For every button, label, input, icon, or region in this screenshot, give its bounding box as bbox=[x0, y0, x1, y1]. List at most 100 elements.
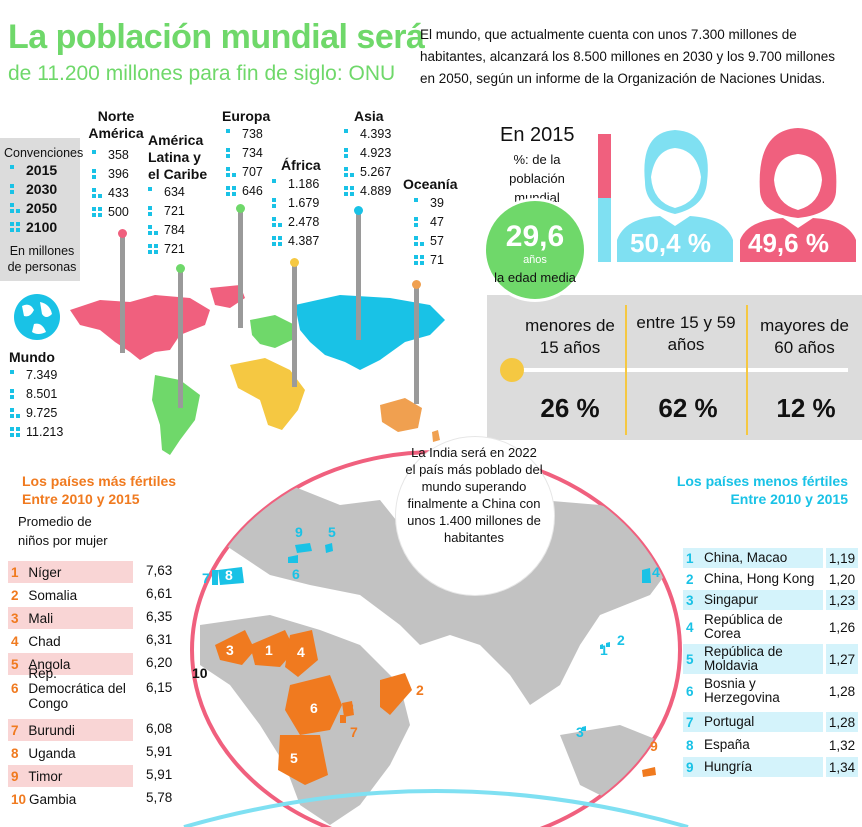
map-portugal bbox=[212, 570, 218, 585]
map-mali bbox=[215, 630, 255, 665]
fertile-title: Los países más fértiles bbox=[22, 473, 177, 489]
icon-3-squares bbox=[10, 408, 21, 419]
least-fertile-value: 1,26 bbox=[828, 619, 856, 635]
female-pct: 49,6 % bbox=[748, 228, 829, 258]
dot-america-latina bbox=[176, 264, 185, 273]
age-group-pct-3: 12 % bbox=[776, 393, 836, 423]
intro-text: El mundo, que actualmente cuenta con uno… bbox=[420, 27, 836, 86]
fertile-value: 6,15 bbox=[146, 680, 173, 695]
map-marker-6: 6 bbox=[310, 700, 318, 716]
icon-3-squares bbox=[148, 225, 159, 236]
map-marker-9: 9 bbox=[650, 738, 658, 754]
fertile-rank: 10 bbox=[11, 791, 27, 807]
least-fertile-row: 9 Hungría bbox=[683, 757, 823, 777]
age-group-label-2: entre 15 y 59 años bbox=[636, 313, 736, 354]
fertile-value: 6,08 bbox=[146, 721, 173, 736]
year-2015: 2015 bbox=[26, 162, 58, 178]
icon-2-squares bbox=[226, 148, 237, 159]
least-fertile-rank: 8 bbox=[686, 737, 694, 753]
least-fertile-country: República de Corea bbox=[704, 612, 783, 641]
map-timor bbox=[642, 767, 656, 777]
icon-2-squares bbox=[148, 206, 159, 217]
fertile-row: 4 Chad bbox=[8, 630, 133, 652]
icon-1-square bbox=[10, 370, 21, 381]
map-marker-least-8: 8 bbox=[225, 567, 233, 583]
fertile-row: 3 Mali bbox=[8, 607, 133, 629]
fertile-country: Gambia bbox=[29, 791, 77, 807]
icon-3-squares bbox=[10, 203, 21, 214]
as-2030: 4.923 bbox=[360, 146, 392, 160]
fertile-rank: 1 bbox=[11, 564, 19, 580]
map-korea bbox=[642, 568, 651, 583]
icon-1-square bbox=[272, 179, 283, 190]
map-bosnia bbox=[288, 555, 298, 563]
map-marker-5: 5 bbox=[290, 750, 298, 766]
pin-norte-america bbox=[120, 233, 125, 353]
mu-2100: 11.213 bbox=[26, 425, 64, 439]
fertile-row: 9 Timor bbox=[8, 765, 133, 787]
fertile-rank: 9 bbox=[11, 768, 19, 784]
icon-2-squares bbox=[10, 389, 21, 400]
least-fertile-value: 1,32 bbox=[828, 737, 856, 753]
icon-4-squares bbox=[10, 427, 21, 438]
icon-4-squares bbox=[414, 255, 425, 266]
region-name-mundo: Mundo bbox=[9, 349, 55, 365]
median-age-circle bbox=[483, 198, 587, 302]
map-niger bbox=[250, 630, 295, 667]
least-fertile-value: 1,23 bbox=[826, 590, 858, 610]
fertile-country: Burundi bbox=[28, 722, 75, 738]
median-age-label: la edad media bbox=[494, 270, 576, 285]
least-fertile-country: Singapur bbox=[704, 592, 759, 607]
fertile-rank: 5 bbox=[11, 656, 19, 672]
map-marker-4: 4 bbox=[297, 644, 305, 660]
icon-1-square bbox=[226, 129, 237, 140]
age-divider-1 bbox=[625, 305, 627, 435]
fertile-row: 5 Angola bbox=[8, 653, 133, 675]
least-fertile-title: Los países menos fértiles bbox=[676, 473, 848, 489]
oc-2015: 39 bbox=[430, 196, 444, 210]
pin-asia bbox=[356, 210, 361, 340]
least-fertile-row: 3 Singapur bbox=[683, 590, 823, 610]
icon-2-squares bbox=[272, 198, 283, 209]
north-america-shape bbox=[70, 295, 210, 360]
least-fertile-row: 2 China, Hong Kong bbox=[683, 569, 823, 589]
median-age-value: 29,6 bbox=[505, 220, 565, 253]
fertile-period: Entre 2010 y 2015 bbox=[22, 491, 140, 507]
conventions-unit: En millones de personas bbox=[7, 244, 77, 274]
icon-4-squares bbox=[272, 236, 283, 247]
map-marker-7: 7 bbox=[350, 724, 358, 740]
age-line bbox=[518, 368, 848, 372]
oc-2100: 71 bbox=[430, 253, 444, 267]
fertile-value: 6,20 bbox=[146, 655, 173, 670]
fertile-rank: 3 bbox=[11, 610, 19, 626]
least-fertile-rank: 4 bbox=[686, 619, 694, 635]
fertile-rank: 8 bbox=[11, 745, 19, 761]
map-marker-least-7: 7 bbox=[202, 570, 210, 586]
fertile-country: Somalia bbox=[28, 587, 78, 603]
fertile-value: 6,61 bbox=[146, 586, 173, 601]
conventions-years: 2015 2030 2050 2100 bbox=[10, 161, 57, 237]
region-name-europa: Europa bbox=[222, 108, 271, 124]
values-europa: 738 734 707 646 bbox=[226, 125, 263, 201]
icon-3-squares bbox=[226, 167, 237, 178]
icon-4-squares bbox=[148, 244, 159, 255]
least-fertile-row: 4 República de Corea bbox=[683, 612, 823, 642]
india-note-circle bbox=[395, 436, 555, 596]
fertile-rank: 4 bbox=[11, 633, 19, 649]
icon-2-squares bbox=[344, 148, 355, 159]
as-2100: 4.889 bbox=[360, 184, 392, 198]
icon-4-squares bbox=[344, 186, 355, 197]
values-mundo: 7.349 8.501 9.725 11.213 bbox=[10, 366, 63, 442]
pin-america-latina bbox=[178, 268, 183, 408]
least-fertile-row: 6 Bosnia y Herzegovina bbox=[683, 676, 823, 706]
stats-year-label: En 2015 bbox=[500, 124, 575, 146]
dot-oceania bbox=[412, 280, 421, 289]
age-group-label-3: mayores de 60 años bbox=[760, 316, 849, 357]
least-fertile-country: República de Moldavia bbox=[704, 644, 783, 673]
fertile-value: 5,91 bbox=[146, 767, 173, 782]
map-marker-10: 10 bbox=[192, 665, 208, 681]
fertile-country: Níger bbox=[28, 564, 62, 580]
fertile-row: 10 Gambia bbox=[8, 788, 133, 810]
fertile-country: Rep. Democrática del Congo bbox=[28, 665, 126, 711]
al-2100: 721 bbox=[164, 242, 185, 256]
